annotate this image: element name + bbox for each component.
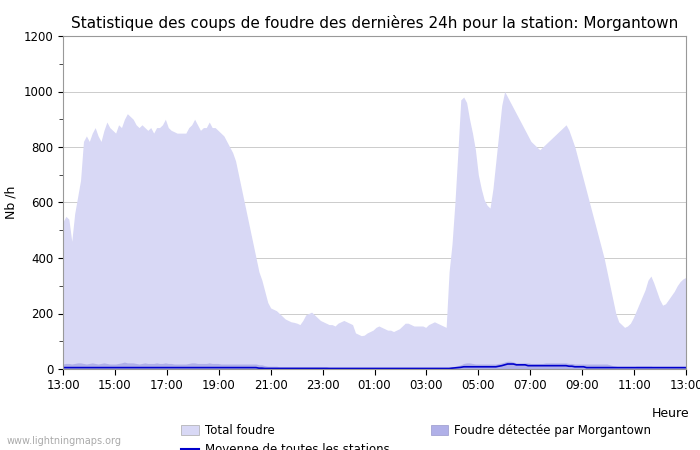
Text: www.lightningmaps.org: www.lightningmaps.org <box>7 436 122 446</box>
Legend: Total foudre, Moyenne de toutes les stations, Foudre détectée par Morgantown: Total foudre, Moyenne de toutes les stat… <box>181 424 651 450</box>
Y-axis label: Nb /h: Nb /h <box>5 186 18 219</box>
Title: Statistique des coups de foudre des dernières 24h pour la station: Morgantown: Statistique des coups de foudre des dern… <box>71 15 678 31</box>
Text: Heure: Heure <box>652 407 690 420</box>
